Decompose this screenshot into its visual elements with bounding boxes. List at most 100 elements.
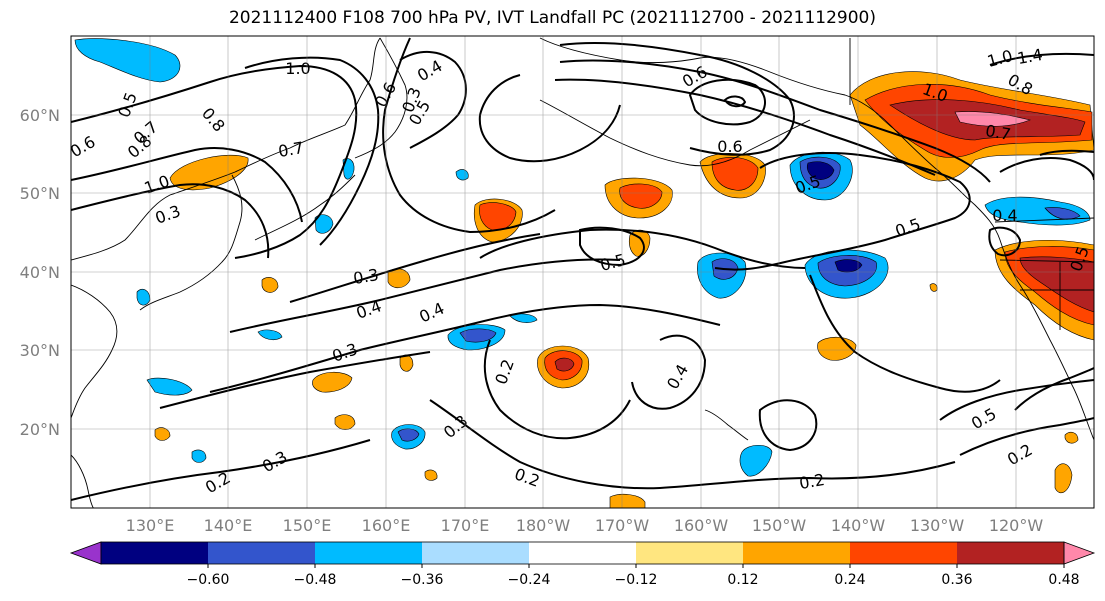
lon-label: 140°E: [204, 516, 253, 535]
colorbar-segment: [850, 542, 958, 564]
lat-label: 40°N: [20, 263, 60, 282]
warm-patch-4: [334, 414, 356, 430]
cool-patch-nw: [74, 38, 181, 83]
colorbar-segment: [315, 542, 423, 564]
colorbar-segment: [957, 542, 1065, 564]
coastline-asia: [71, 37, 381, 261]
cool-patch-3: [146, 377, 193, 396]
colorbar-segment: [529, 542, 637, 564]
warm-anomaly-japan: [169, 154, 249, 191]
colorbar-tick-label: 0.24: [834, 572, 865, 588]
lon-label: 150°E: [283, 516, 332, 535]
contour-label: 1.0: [285, 59, 310, 78]
colorbar-tick-label: 0.48: [1048, 572, 1079, 588]
cool-patch-4: [191, 449, 207, 463]
lat-axis: 60°N 50°N 40°N 30°N 20°N: [20, 106, 60, 439]
contour-line: [989, 52, 1094, 66]
lon-label: 150°W: [752, 516, 807, 535]
coastline-kuril: [254, 174, 356, 241]
lon-label: 180°W: [516, 516, 571, 535]
contour-line: [382, 37, 556, 234]
warm-patch-7: [609, 493, 646, 508]
contour-line: [483, 339, 631, 440]
coastline-japan: [139, 174, 243, 311]
contour-line: [631, 334, 707, 410]
contour-line: [289, 233, 541, 303]
colorbar-segment: [743, 542, 851, 564]
coastline-aleutians: [539, 99, 811, 167]
colorbar-segment: [101, 542, 209, 564]
contour-line: [71, 147, 303, 223]
contour-line: [399, 51, 467, 149]
cool-patch-6: [257, 329, 283, 341]
plot-title: 2021112400 F108 700 hPa PV, IVT Landfall…: [228, 8, 876, 28]
lat-label: 20°N: [20, 420, 60, 439]
warm-anomaly-california-deep: [1019, 256, 1094, 313]
contour-line: [479, 228, 806, 269]
contour-line: [579, 226, 645, 267]
colorbar-segment: [422, 542, 530, 564]
cool-anomaly-145w-core: [806, 161, 835, 180]
border-us-canada: [994, 217, 1094, 223]
lat-label: 60°N: [20, 106, 60, 125]
lat-label: 50°N: [20, 184, 60, 203]
coastline-alaska: [539, 37, 1094, 441]
warm-anomaly-165w-core: [619, 183, 663, 209]
contour-line: [939, 379, 1094, 421]
colorbar-segment: [636, 542, 744, 564]
coastlines: [71, 37, 1094, 508]
lon-label: 160°E: [362, 516, 411, 535]
graticule: [71, 36, 1094, 508]
contour-line: [209, 303, 721, 393]
cool-anomaly-pnw-core: [1044, 207, 1081, 220]
map-frame: [70, 35, 1095, 509]
warm-patch-8: [1054, 463, 1073, 494]
contour-label: 1.4: [1016, 45, 1044, 68]
contour-line: [429, 399, 956, 490]
cool-patch-1: [342, 158, 355, 180]
contour-label: 0.7: [277, 138, 305, 161]
contour-line: [71, 64, 358, 259]
contour-line: [809, 274, 1001, 393]
warm-patch-5: [154, 427, 171, 441]
contour-label: 0.6: [717, 137, 742, 156]
lon-label: 140°W: [831, 516, 886, 535]
contour-line: [71, 439, 371, 501]
contour-line: [559, 59, 991, 183]
colorbar-tick-label: −0.36: [401, 572, 444, 588]
colorbar: −0.60 −0.48 −0.36 −0.24 −0.12 0.12 0.24 0.36 0.4…: [69, 541, 1096, 588]
colorbar-segment: [208, 542, 316, 564]
warm-patch-9: [1064, 431, 1079, 444]
contour-line: [723, 95, 747, 108]
contour-line: [554, 78, 936, 176]
contour-line: [229, 258, 621, 333]
border-states: [999, 259, 1094, 330]
colorbar-tick-label: −0.24: [508, 572, 551, 588]
lon-label: 160°W: [674, 516, 729, 535]
contour-label: 0.7: [984, 121, 1012, 144]
contour-line: [758, 399, 818, 452]
contour-label: 0.2: [798, 470, 826, 493]
colorbar-tick-label: −0.60: [187, 572, 230, 588]
colorbar-arrow-right: [1063, 541, 1096, 565]
contour-line: [688, 78, 766, 126]
contour-label: 0.3: [352, 265, 380, 288]
lon-label: 170°E: [441, 516, 490, 535]
contour-line: [559, 42, 795, 156]
contours: [71, 37, 1094, 501]
contour-line: [71, 183, 270, 259]
contour-line: [1039, 149, 1094, 156]
coastline-kamchatka: [354, 37, 408, 159]
coastline-philippines: [71, 454, 94, 508]
contour-line: [478, 74, 621, 163]
cool-anomaly-150w: [739, 444, 773, 477]
colorbar-tick-label: 0.36: [941, 572, 972, 588]
colorbar-tick-label: −0.12: [615, 572, 658, 588]
warm-anomaly-157e: [312, 371, 353, 393]
contour-line: [988, 226, 1022, 257]
lon-label: 130°W: [910, 516, 965, 535]
contour-line: [999, 157, 1094, 181]
lon-label: 120°W: [989, 516, 1044, 535]
warm-anomaly-178w-core: [554, 357, 575, 372]
